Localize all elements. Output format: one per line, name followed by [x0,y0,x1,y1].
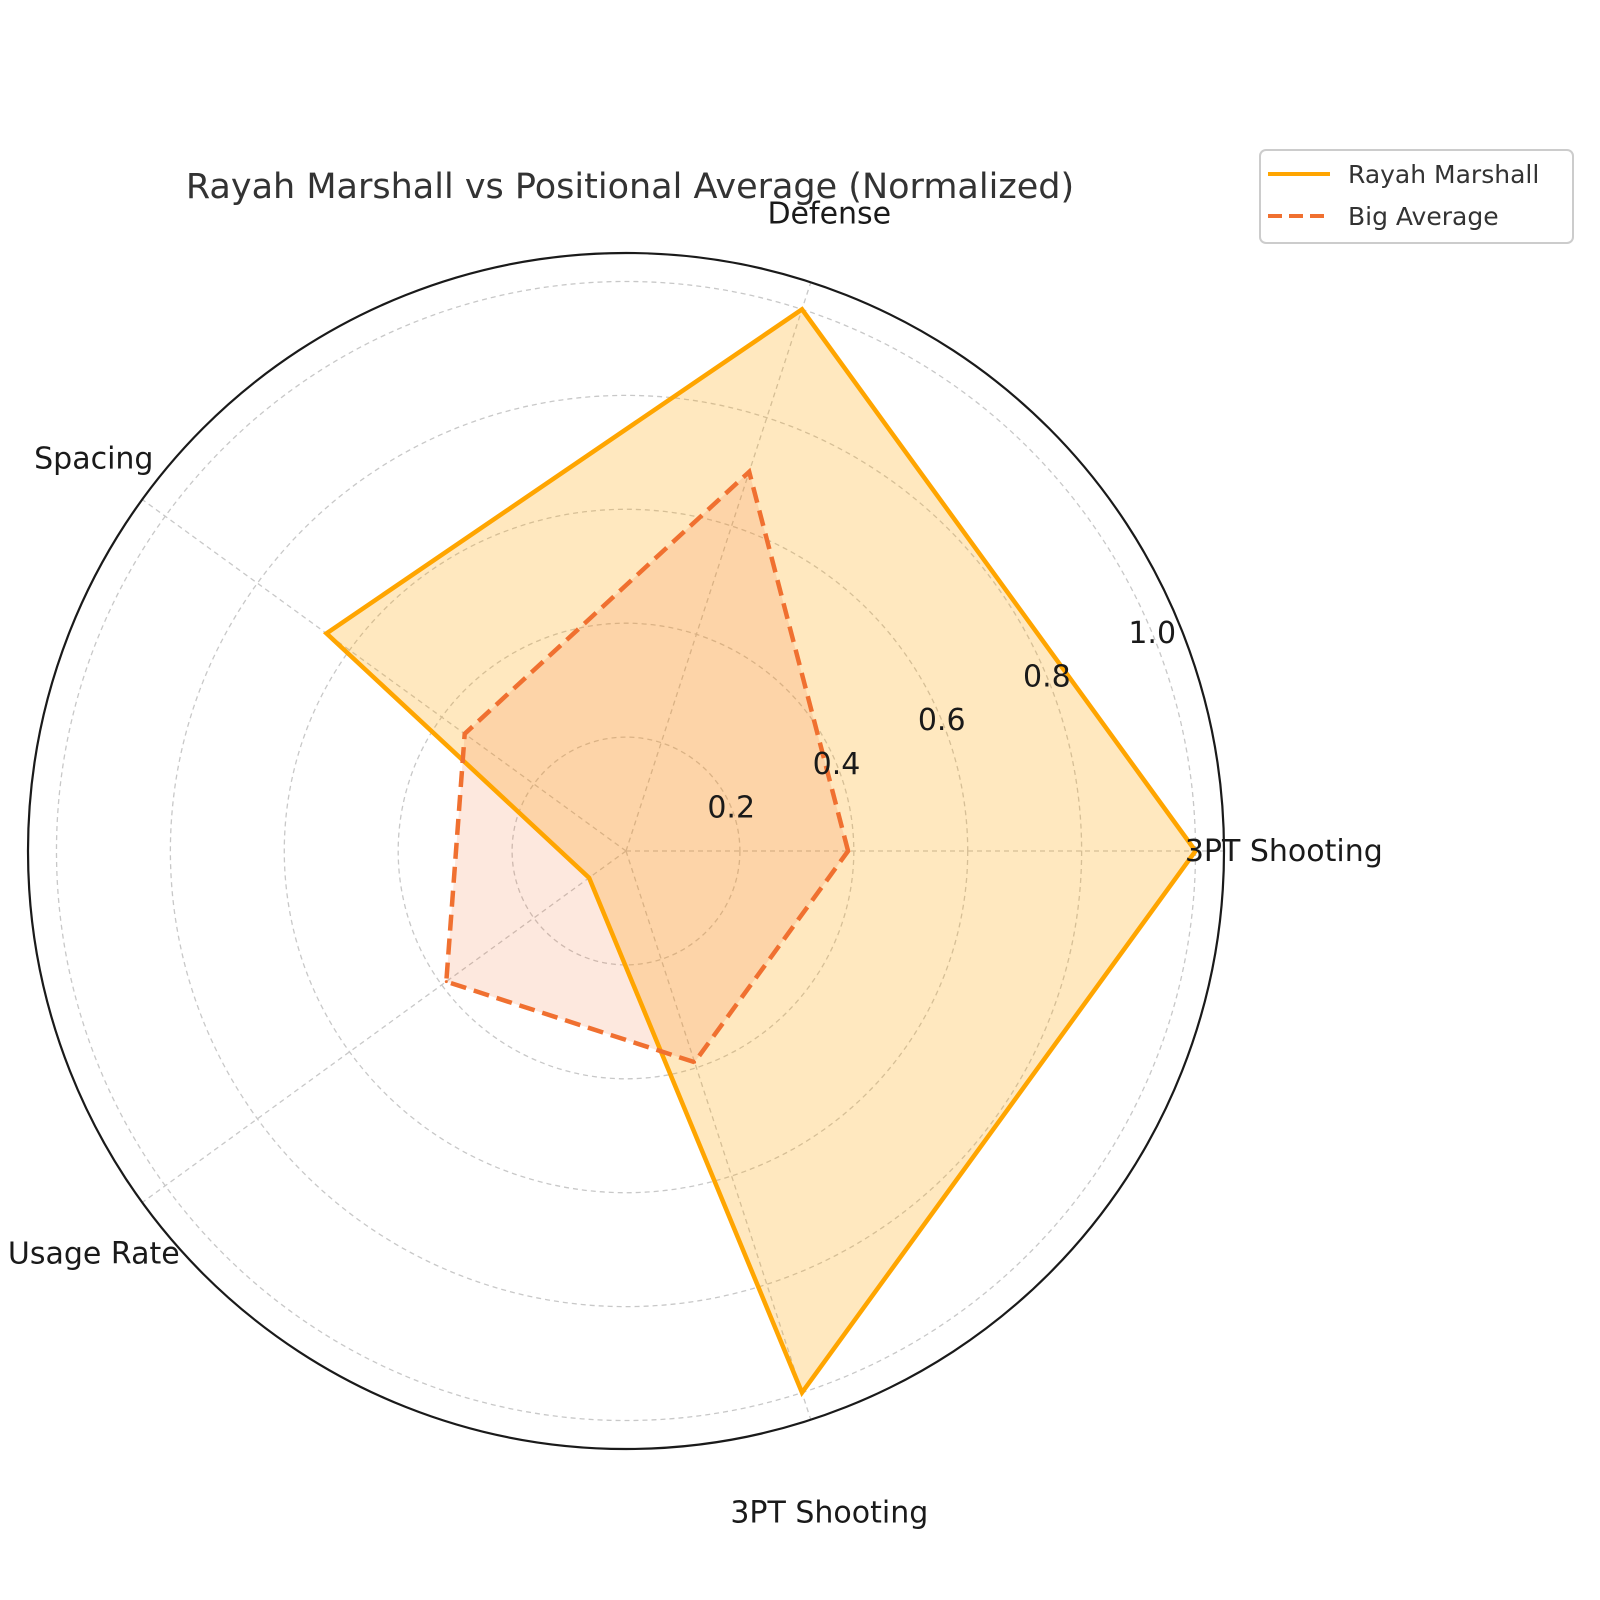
axis-label-2: Defense [767,196,891,231]
point-big-average-1 [846,849,850,853]
grid-ring-1 [511,736,741,966]
point-rayah-marshall-5 [800,1391,804,1395]
grid-ring-3 [283,508,969,1194]
point-rayah-marshall-3 [325,631,328,635]
axis-label-3: Spacing [34,441,153,476]
legend-frame [1259,149,1574,244]
series-line-big-average [443,467,851,1065]
point-big-average-3 [463,732,467,736]
grid-spoke-5 [625,850,812,1420]
series-fill-big-average [446,471,849,1063]
legend: Rayah Marshall Big Average [1259,149,1574,244]
radar-labels: 3PT Shooting Defense Spacing Usage Rate 3PT … [8,196,1383,1530]
axis-label-5: 3PT Shooting [730,1496,928,1531]
r-tick-label-1: 0.2 [707,790,755,825]
axis-label-1: 3PT Shooting [1185,834,1383,869]
grid-spoke-2 [625,282,812,852]
legend-label-big-average: Big Average [1348,202,1499,231]
point-big-average-4 [444,980,448,984]
axis-label-4: Usage Rate [8,1237,180,1272]
grid-spoke-3 [141,498,627,852]
point-big-average-5 [693,1060,697,1064]
r-tick-label-3: 0.6 [918,703,966,738]
r-tick-label-5: 1.0 [1128,616,1176,651]
r-tick-label-2: 0.4 [813,747,861,782]
r-tick-label-4: 0.8 [1023,660,1071,695]
series-line-rayah-marshall [322,306,1199,1398]
point-rayah-marshall-4 [587,876,591,880]
grid-spoke-4 [141,850,627,1204]
series-fill-rayah-marshall [326,309,1196,1393]
radar-grid [26,251,1226,1451]
point-big-average-2 [747,470,751,474]
legend-label-rayah-marshall: Rayah Marshall [1348,160,1539,189]
grid-ring-4 [169,394,1083,1308]
polar-frame [26,251,1226,1451]
point-rayah-marshall-1 [1194,849,1197,853]
chart-title: Rayah Marshall vs Positional Average (No… [186,167,1074,207]
radar-series [322,306,1199,1398]
point-rayah-marshall-2 [800,307,804,311]
